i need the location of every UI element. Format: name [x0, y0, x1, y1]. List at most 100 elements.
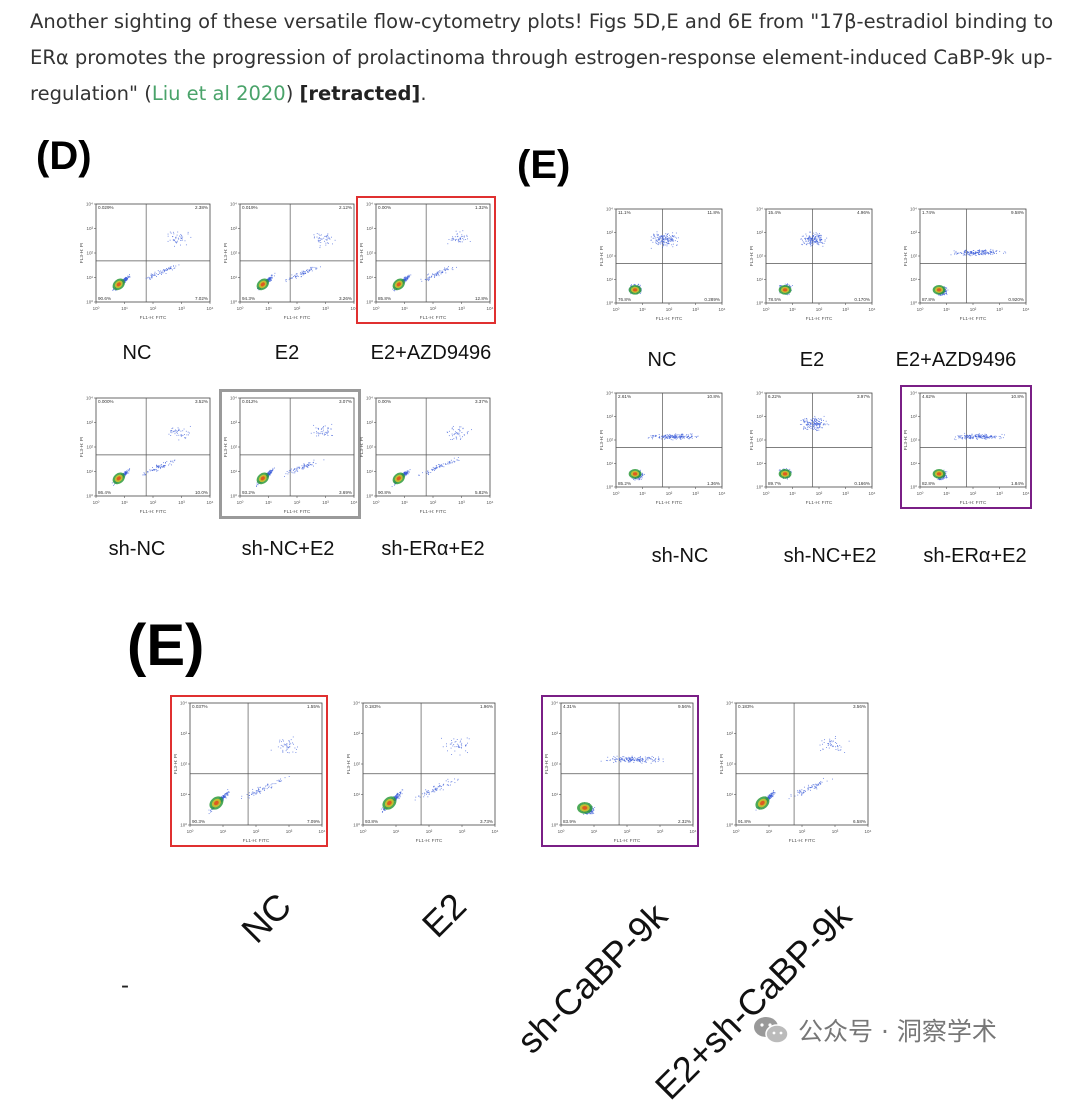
- svg-text:10²: 10²: [606, 254, 613, 259]
- svg-text:10⁰: 10⁰: [763, 307, 770, 312]
- svg-text:10²: 10²: [756, 254, 763, 259]
- x-axis-label: FL1-H: FITC: [960, 316, 987, 322]
- svg-text:10⁴: 10⁴: [366, 396, 373, 401]
- svg-text:10⁰: 10⁰: [86, 494, 93, 499]
- q3-value: 0.289%: [704, 297, 720, 302]
- q1-value: 0.019%: [242, 205, 258, 210]
- q3-value: 7.09%: [307, 819, 320, 824]
- svg-text:10⁰: 10⁰: [93, 306, 100, 311]
- x-axis-label: FL1-H: FITC: [614, 838, 641, 844]
- q2-value: 2.12%: [339, 205, 352, 210]
- q2-value: 9.56%: [678, 704, 691, 709]
- q3-value: 6.58%: [853, 819, 866, 824]
- q1-value: 0.000%: [98, 399, 114, 404]
- q1-value: 4.31%: [563, 704, 576, 709]
- q3-value: 12.8%: [475, 296, 488, 301]
- svg-text:10¹: 10¹: [401, 500, 408, 505]
- q4-value: 90.8%: [378, 490, 391, 495]
- svg-text:10⁰: 10⁰: [613, 307, 620, 312]
- q2-value: 10.8%: [707, 394, 720, 399]
- y-axis-label: FL3-H: PI: [903, 246, 909, 267]
- svg-text:10³: 10³: [322, 306, 329, 311]
- q2-value: 1.32%: [475, 205, 488, 210]
- svg-text:10⁴: 10⁴: [756, 391, 763, 396]
- svg-text:10¹: 10¹: [756, 277, 763, 282]
- q4-value: 86.4%: [98, 490, 111, 495]
- svg-text:10¹: 10¹: [366, 469, 373, 474]
- svg-text:10⁴: 10⁴: [910, 391, 917, 396]
- panel-d-caption-4: sh-NC: [67, 538, 207, 561]
- y-axis-label: FL3-H: PI: [599, 246, 605, 267]
- y-axis-label: FL3-H: PI: [359, 437, 365, 458]
- svg-text:10¹: 10¹: [789, 307, 796, 312]
- q4-value: 90.3%: [192, 819, 205, 824]
- q1-value: 0.183%: [365, 704, 381, 709]
- svg-text:10⁰: 10⁰: [373, 306, 380, 311]
- svg-text:10³: 10³: [606, 414, 613, 419]
- x-axis-label: FL1-H: FITC: [806, 500, 833, 506]
- q4-value: 93.2%: [242, 490, 255, 495]
- q2-value: 10.8%: [1011, 394, 1024, 399]
- q3-value: 3.26%: [339, 296, 352, 301]
- x-axis-label: FL1-H: FITC: [420, 509, 447, 515]
- svg-text:10⁰: 10⁰: [910, 301, 917, 306]
- svg-text:10²: 10²: [756, 438, 763, 443]
- y-axis-label: FL3-H: PI: [749, 246, 755, 267]
- svg-text:10⁴: 10⁴: [756, 207, 763, 212]
- q2-value: 3.56%: [853, 704, 866, 709]
- watermark-text: 公众号 · 洞察学术: [798, 1012, 997, 1048]
- q2-value: 3.52%: [195, 399, 208, 404]
- x-axis-label: FL1-H: FITC: [416, 838, 443, 844]
- q2-value: 3.07%: [339, 399, 352, 404]
- svg-text:10⁰: 10⁰: [756, 485, 763, 490]
- x-axis-label: FL1-H: FITC: [656, 500, 683, 506]
- svg-text:10³: 10³: [366, 226, 373, 231]
- svg-text:10⁰: 10⁰: [606, 301, 613, 306]
- svg-text:10²: 10²: [910, 254, 917, 259]
- x-axis-label: FL1-H: FITC: [420, 315, 447, 321]
- svg-text:10⁰: 10⁰: [373, 500, 380, 505]
- q1-value: 11.1%: [618, 210, 631, 215]
- q4-value: 90.6%: [98, 296, 111, 301]
- intro-paragraph: Another sighting of these versatile flow…: [30, 4, 1060, 112]
- svg-text:10⁴: 10⁴: [366, 202, 373, 207]
- svg-text:10⁰: 10⁰: [230, 300, 237, 305]
- q3-value: 3.73%: [480, 819, 493, 824]
- y-axis-label: FL3-H: PI: [173, 754, 179, 775]
- panel-e1-caption-6: sh-ERα+E2: [905, 545, 1045, 568]
- q1-value: 0.183%: [738, 704, 754, 709]
- q1-value: 0.012%: [242, 399, 258, 404]
- svg-text:10³: 10³: [178, 500, 185, 505]
- svg-text:10⁴: 10⁴: [869, 491, 876, 496]
- svg-text:10⁴: 10⁴: [719, 491, 726, 496]
- x-axis-label: FL1-H: FITC: [243, 838, 270, 844]
- q2-value: 11.8%: [707, 210, 720, 215]
- svg-text:10¹: 10¹: [230, 469, 237, 474]
- q3-value: 7.02%: [195, 296, 208, 301]
- q1-value: 1.74%: [922, 210, 935, 215]
- q1-value: 0.00%: [378, 399, 391, 404]
- svg-text:10³: 10³: [458, 500, 465, 505]
- q1-value: 4.62%: [922, 394, 935, 399]
- q4-value: 78.5%: [768, 297, 781, 302]
- panel-d-label: (D): [36, 134, 92, 179]
- q1-value: 0.029%: [98, 205, 114, 210]
- q1-value: 2.61%: [618, 394, 631, 399]
- panel-e1-caption-5: sh-NC+E2: [760, 545, 900, 568]
- citation-link[interactable]: Liu et al 2020: [152, 82, 286, 105]
- svg-text:10⁴: 10⁴: [351, 500, 358, 505]
- x-axis-label: FL1-H: FITC: [284, 509, 311, 515]
